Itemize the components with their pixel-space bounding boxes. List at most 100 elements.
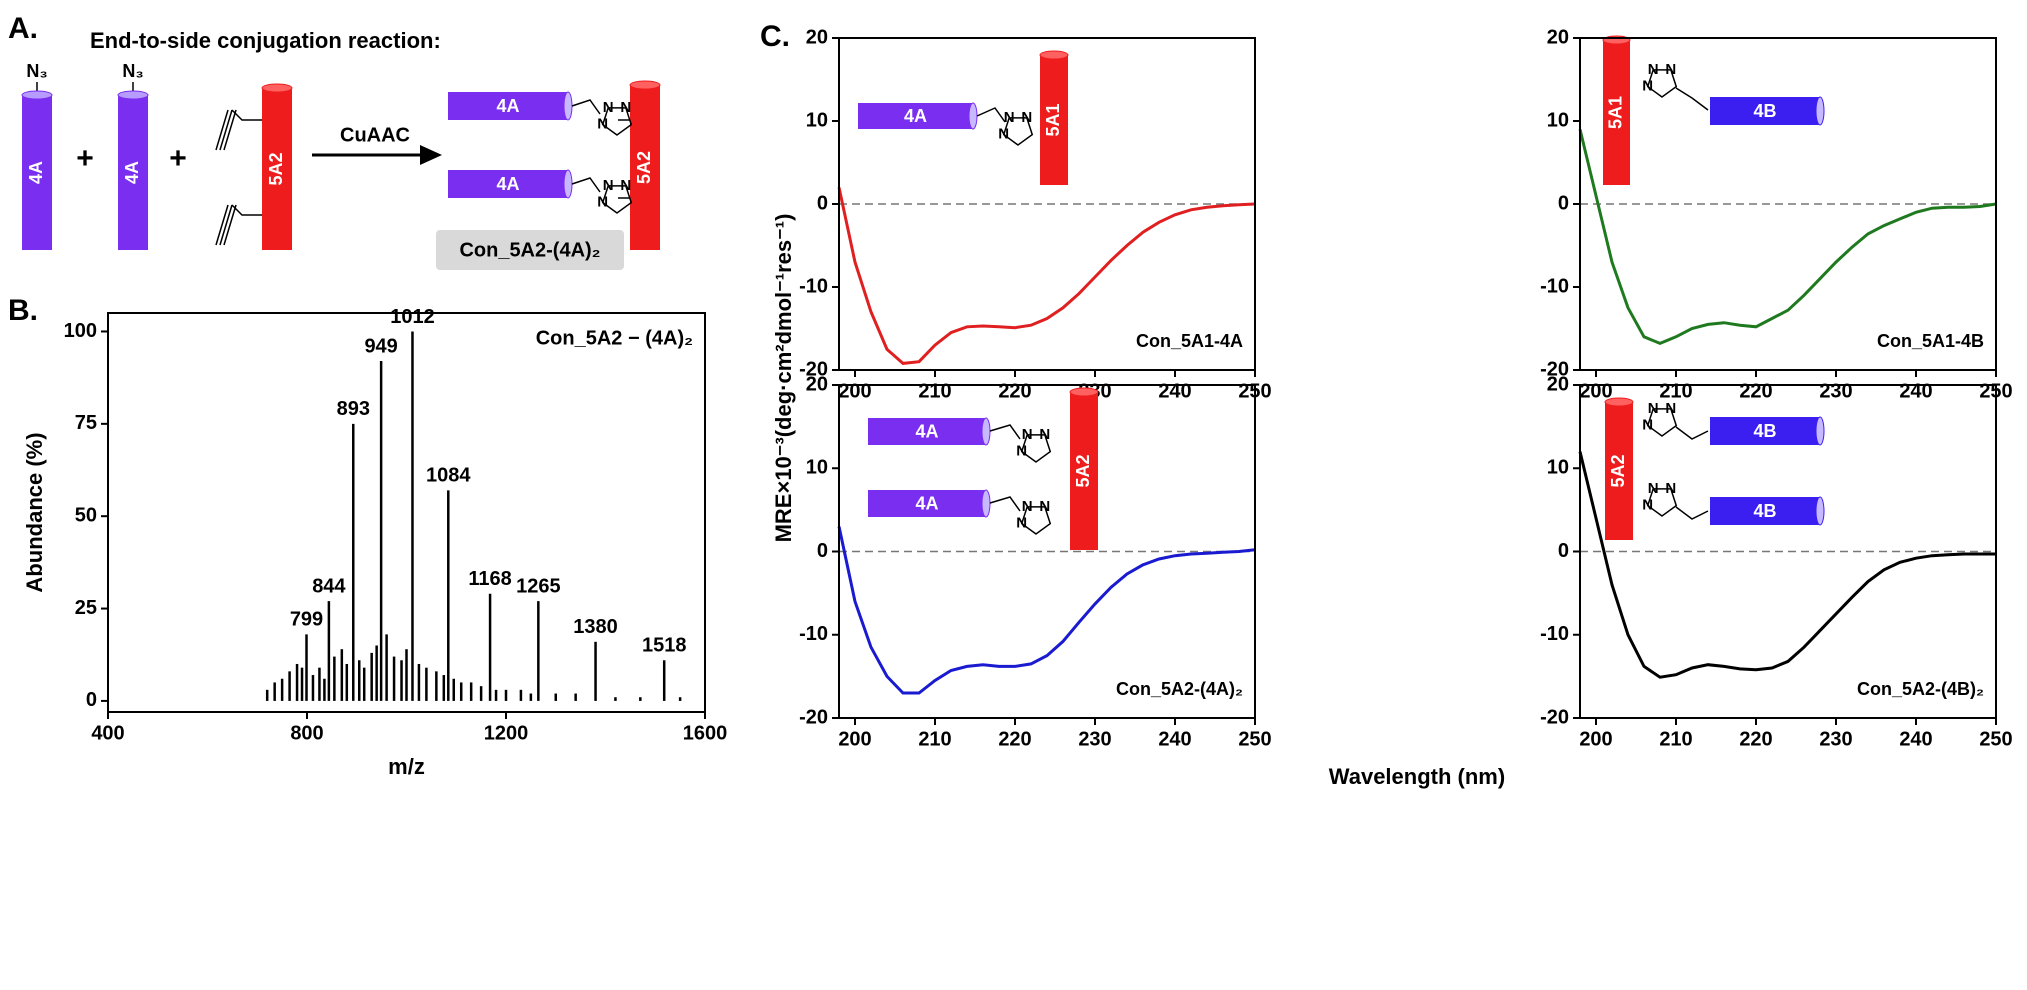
y-tick-label: 25 <box>75 597 97 619</box>
atom: N <box>597 194 608 211</box>
panel-label: B. <box>8 294 38 327</box>
helix-end <box>563 169 573 199</box>
helix-end <box>1069 387 1099 397</box>
x-tick-label: 240 <box>1899 728 1932 750</box>
y-tick-label: 0 <box>86 689 97 711</box>
atom: N <box>1665 480 1676 497</box>
y-tick-label: -10 <box>799 275 828 297</box>
y-axis-label: MRE×10⁻³(deg·cm²dmol⁻¹res⁻¹) <box>771 214 796 543</box>
product-name: Con_5A2-(4A)₂ <box>459 239 600 261</box>
atom: N <box>1665 400 1676 417</box>
y-tick-label: 20 <box>1547 26 1569 48</box>
helix-end <box>21 90 53 100</box>
annotation: Con_5A2-(4B)₂ <box>1857 679 1984 699</box>
y-tick-label: -10 <box>799 623 828 645</box>
linker <box>1675 87 1709 111</box>
helix <box>1603 40 1630 185</box>
x-tick-label: 200 <box>1579 728 1612 750</box>
panel-label: A. <box>8 12 38 45</box>
helix <box>1605 402 1633 540</box>
linker <box>571 99 601 115</box>
atom: N <box>1022 426 1033 443</box>
helix-label: 4A <box>496 96 519 116</box>
plot-frame <box>107 312 706 713</box>
y-tick-label: 20 <box>806 373 828 395</box>
y-tick-label: -20 <box>799 706 828 728</box>
helix <box>448 92 568 120</box>
x-tick-label: 230 <box>1819 728 1852 750</box>
triazole <box>1646 69 1678 98</box>
x-tick-label: 200 <box>838 728 871 750</box>
x-tick-label: 240 <box>1158 380 1191 402</box>
y-tick-label: 75 <box>75 412 97 434</box>
triazole <box>1020 506 1052 535</box>
x-tick-label: 230 <box>1819 380 1852 402</box>
peak-label: 1518 <box>642 635 687 657</box>
helix-end <box>968 102 978 130</box>
azide: N₃ <box>26 61 47 81</box>
helix <box>262 88 292 250</box>
helix <box>1710 497 1820 525</box>
atom: N <box>1648 480 1659 497</box>
x-tick-label: 240 <box>1899 380 1932 402</box>
cd-curve <box>1578 451 1996 679</box>
linker <box>976 107 1006 123</box>
atom: N <box>603 177 614 194</box>
helix-label: 4B <box>1753 501 1776 521</box>
helix-label: 4A <box>915 493 938 513</box>
atom: N <box>1039 426 1050 443</box>
y-tick-label: 20 <box>806 26 828 48</box>
peak-label: 1380 <box>573 616 618 638</box>
helix-end <box>117 90 149 100</box>
helix-label: 4A <box>26 161 46 184</box>
helix-label: 5A2 <box>1073 454 1093 487</box>
y-tick-label: -10 <box>1540 275 1569 297</box>
azide: N₃ <box>122 61 143 81</box>
x-tick-label: 250 <box>1979 728 2012 750</box>
peak-label: 1084 <box>426 465 471 487</box>
annotation: Con_5A2 − (4A)₂ <box>536 327 693 349</box>
linker <box>215 109 229 151</box>
annotation: Con_5A2-(4A)₂ <box>1116 679 1243 699</box>
atom: N <box>1016 443 1027 460</box>
y-tick-label: 10 <box>1547 109 1569 131</box>
linker <box>231 109 262 121</box>
x-tick-label: 250 <box>1238 728 1271 750</box>
helix <box>1070 392 1098 550</box>
y-tick-label: 50 <box>75 504 97 526</box>
helix <box>868 418 986 445</box>
x-tick-label: 220 <box>1739 380 1772 402</box>
peak-label: 1265 <box>516 575 561 597</box>
atom: N <box>1648 61 1659 78</box>
x-tick-label: 240 <box>1158 728 1191 750</box>
helix-label: 4A <box>496 174 519 194</box>
helix-label: 4A <box>904 106 927 126</box>
atom: N <box>620 177 631 194</box>
annotation: Con_5A1-4A <box>1136 331 1243 351</box>
y-tick-label: -20 <box>799 358 828 380</box>
y-tick-label: 20 <box>1547 373 1569 395</box>
helix-end <box>981 417 991 446</box>
triazole <box>1646 488 1678 517</box>
linker <box>231 204 262 216</box>
peak-label: 1012 <box>390 306 435 328</box>
y-tick-label: 0 <box>817 540 828 562</box>
cd-curve <box>837 526 1256 695</box>
scheme-title: End-to-side conjugation reaction: <box>90 28 441 53</box>
helix <box>448 170 568 198</box>
y-tick-label: 0 <box>1558 192 1569 214</box>
atom: N <box>1642 417 1653 434</box>
triazole <box>1002 117 1034 146</box>
reagent: CuAAC <box>340 124 410 146</box>
helix-end <box>1815 496 1825 526</box>
helix <box>22 95 52 250</box>
linker <box>989 496 1021 512</box>
helix-end <box>1815 416 1825 446</box>
linker <box>219 204 233 246</box>
x-tick-label: 210 <box>918 728 951 750</box>
name-box <box>436 230 624 270</box>
peak-label: 1168 <box>468 568 511 590</box>
linker <box>215 204 229 246</box>
x-tick-label: 210 <box>918 380 951 402</box>
